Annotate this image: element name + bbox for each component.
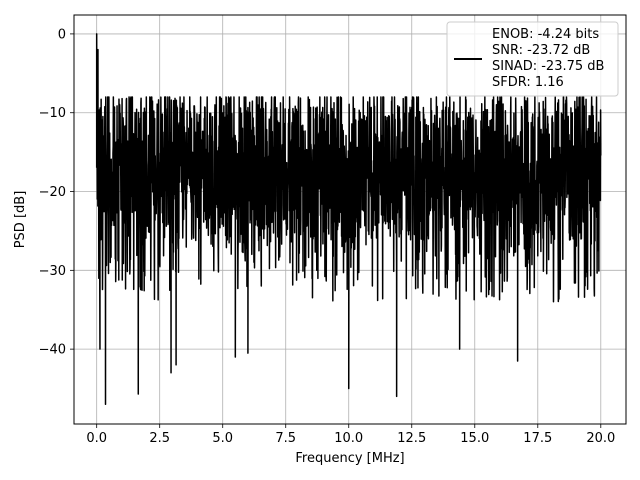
x-tick-label: 0.0 [86,431,107,446]
legend-enob: ENOB: -4.24 bits [492,27,599,42]
psd-trace [95,33,602,406]
y-tick-label: −40 [39,343,66,358]
x-tick-label: 12.5 [397,431,426,446]
legend-sinad: SINAD: -23.75 dB [492,59,604,74]
x-tick-label: 10.0 [334,431,363,446]
legend-snr: SNR: -23.72 dB [492,43,590,58]
y-tick-label: −30 [39,264,66,279]
y-axis-label: PSD [dB] [13,191,28,249]
x-tick-label: 5.0 [212,431,233,446]
plot-frame [73,14,627,425]
x-axis-label: Frequency [MHz] [295,451,404,466]
series-line [95,33,602,406]
legend: ENOB: -4.24 bits SNR: -23.72 dB SINAD: -… [446,21,619,97]
x-tick-label: 17.5 [523,431,552,446]
y-tick-label: 0 [58,27,66,42]
y-tick-label: −20 [39,185,66,200]
y-axis: 0 −10 −20 −30 −40 [39,27,74,358]
x-tick-label: 7.5 [275,431,296,446]
x-tick-label: 15.0 [460,431,489,446]
x-tick-label: 20.0 [586,431,615,446]
legend-box [446,21,619,97]
x-axis: 0.0 2.5 5.0 7.5 10.0 12.5 15.0 17.5 20.0 [86,424,615,446]
x-tick-label: 2.5 [149,431,170,446]
legend-sfdr: SFDR: 1.16 [492,75,564,90]
y-tick-label: −10 [39,106,66,121]
